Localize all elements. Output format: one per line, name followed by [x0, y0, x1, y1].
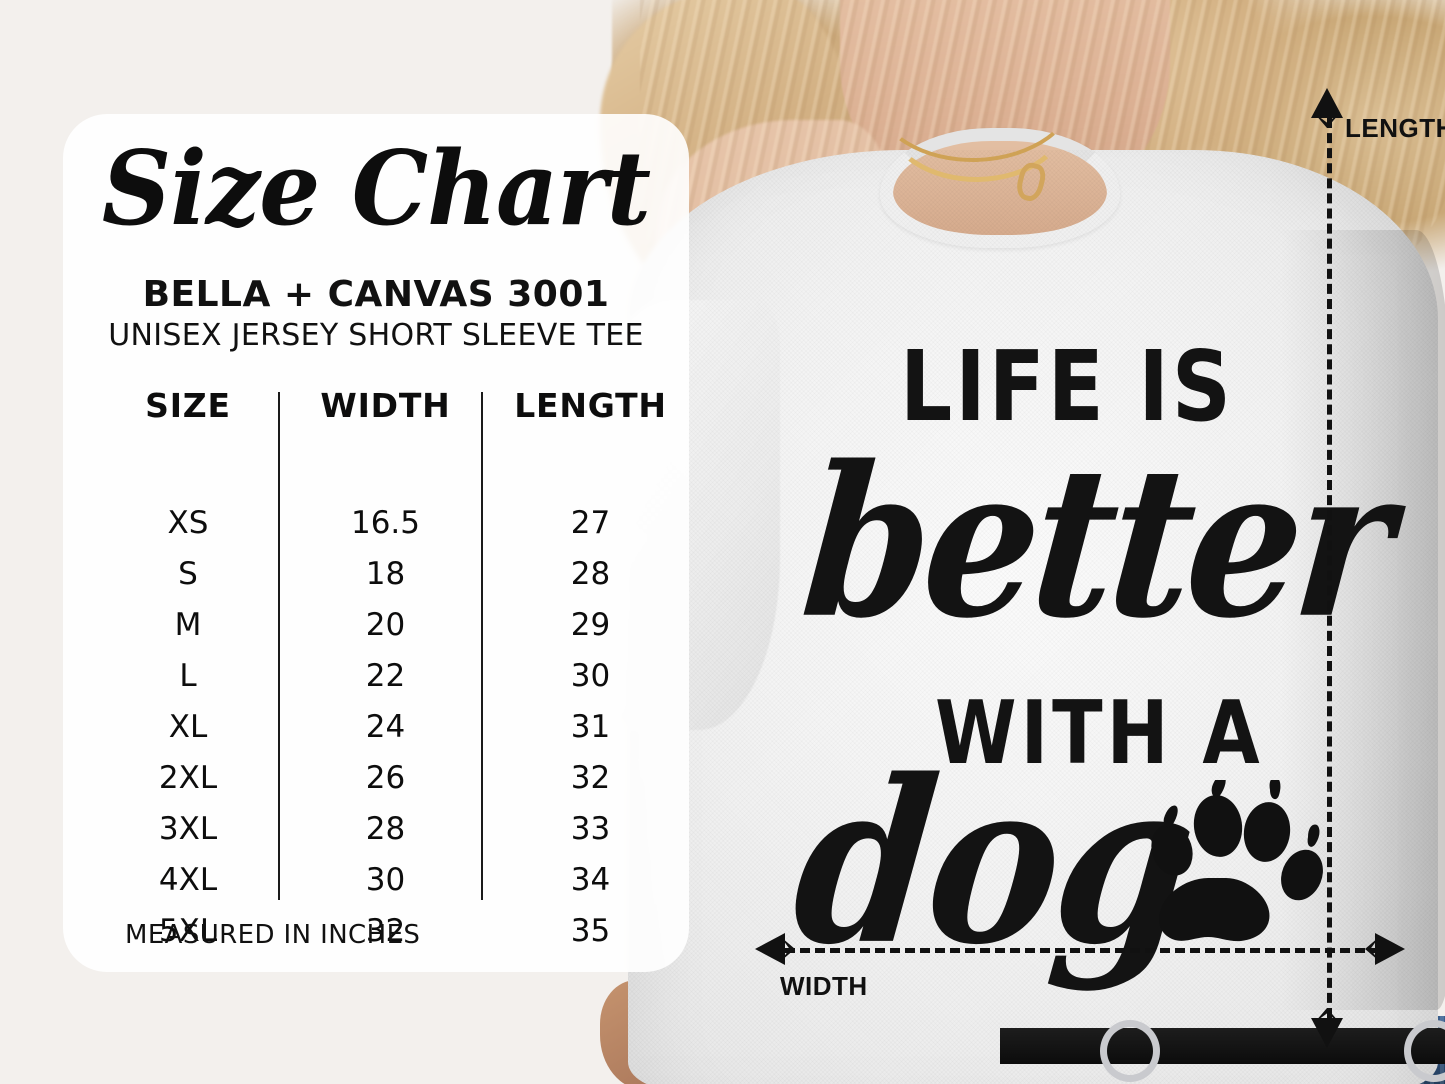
length-guide-line [1327, 118, 1332, 1018]
column-header-width: WIDTH [320, 386, 451, 425]
t-shirt-print-design: LIFE IS better WITH A dog [760, 330, 1400, 1050]
cell-length: 27 [570, 505, 611, 541]
cell-width: 32 [365, 913, 406, 949]
cell-length: 35 [570, 913, 611, 949]
cell-length: 34 [570, 862, 611, 898]
print-line-2: better [794, 421, 1397, 665]
table-divider-2 [481, 392, 483, 900]
arrow-left-icon [755, 933, 785, 965]
cell-length: 33 [570, 811, 611, 847]
table-row: S 18 28 [63, 555, 689, 605]
cell-size: 3XL [158, 811, 218, 847]
cell-width: 16.5 [350, 505, 421, 541]
arrow-right-icon [1375, 933, 1405, 965]
brand-subtitle: BELLA + CANVAS 3001 [142, 274, 610, 315]
length-label: LENGTH [1345, 113, 1445, 143]
table-row: 4XL 30 34 [63, 861, 689, 911]
arrow-up-icon [1311, 88, 1343, 118]
belt [1000, 1028, 1445, 1064]
table-divider-1 [278, 392, 280, 900]
table-row: 5XL 32 35 [63, 912, 689, 962]
table-row: XL 24 31 [63, 708, 689, 758]
product-subtitle: UNISEX JERSEY SHORT SLEEVE TEE [108, 318, 644, 353]
table-header-row: SIZE WIDTH LENGTH [63, 386, 689, 446]
table-row: M 20 29 [63, 606, 689, 656]
size-chart-card: Size Chart BELLA + CANVAS 3001 UNISEX JE… [63, 114, 689, 972]
cell-length: 30 [570, 658, 611, 694]
cell-length: 31 [570, 709, 611, 745]
cell-length: 29 [570, 607, 611, 643]
measurement-units-note: MEASURED IN INCHES [125, 920, 421, 950]
page-title: Size Chart [101, 128, 651, 249]
cell-length: 28 [570, 556, 611, 592]
cell-length: 32 [570, 760, 611, 796]
cell-size: XS [167, 505, 209, 541]
cell-size: XL [168, 709, 208, 745]
column-header-size: SIZE [145, 386, 231, 425]
print-line-3: WITH A [935, 682, 1264, 785]
width-label: WIDTH [780, 971, 868, 1001]
belt-ring-icon [1404, 1020, 1445, 1082]
cell-width: 18 [365, 556, 406, 592]
cell-width: 30 [365, 862, 406, 898]
cell-width: 22 [365, 658, 406, 694]
cell-size: 4XL [158, 862, 218, 898]
belt-buckle-icon [1100, 1020, 1160, 1082]
table-row: 3XL 28 33 [63, 810, 689, 860]
width-guide-line [770, 948, 1380, 953]
table-row: 2XL 26 32 [63, 759, 689, 809]
cell-size: M [174, 607, 202, 643]
cell-size: S [178, 556, 198, 592]
paw-print-icon [1151, 780, 1323, 942]
arrow-down-icon [1311, 1018, 1343, 1048]
table-row: L 22 30 [63, 657, 689, 707]
cell-size: L [179, 658, 197, 694]
cell-width: 28 [365, 811, 406, 847]
cell-size: 2XL [158, 760, 218, 796]
cell-width: 26 [365, 760, 406, 796]
print-line-4: dog [783, 730, 1203, 994]
cell-width: 24 [365, 709, 406, 745]
cell-size: 5XL [158, 913, 218, 949]
column-header-length: LENGTH [514, 386, 667, 425]
table-row: XS 16.5 27 [63, 504, 689, 554]
cell-width: 20 [365, 607, 406, 643]
print-line-1: LIFE IS [900, 331, 1234, 444]
